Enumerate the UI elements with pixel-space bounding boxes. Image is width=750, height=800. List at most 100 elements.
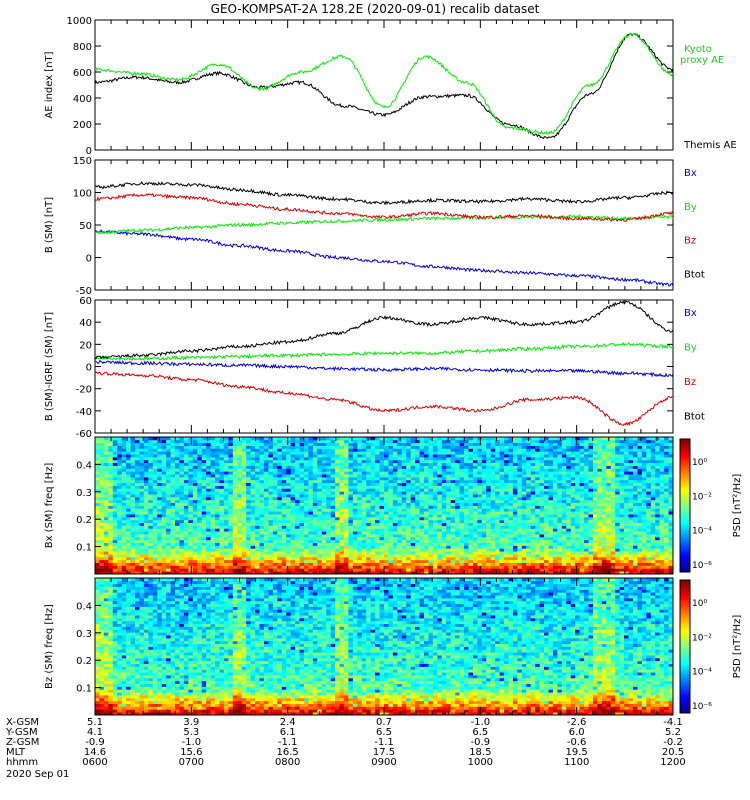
bx_spec-cell <box>210 485 216 489</box>
bx_spec-cell <box>183 456 189 461</box>
bx_spec-cell <box>250 505 256 509</box>
bx_spec-cell <box>241 542 247 546</box>
bx_spec-cell <box>397 445 403 449</box>
bx_spec-cell <box>130 531 136 535</box>
bx_spec-cell <box>281 562 287 566</box>
bx_spec-cell <box>228 451 234 455</box>
bx_spec-cell <box>481 488 487 492</box>
bx_spec-cell <box>361 505 367 509</box>
bx_spec-cell <box>143 445 149 449</box>
bx_spec-cell <box>406 571 412 575</box>
bx_spec-cell <box>286 565 292 569</box>
bx_spec-cell <box>415 462 420 466</box>
bx_spec-cell <box>477 528 483 532</box>
bx_spec-cell <box>384 491 389 495</box>
bx_spec-cell <box>424 551 429 555</box>
bx_spec-cell <box>455 548 460 552</box>
bx_spec-cell <box>232 465 238 469</box>
bx_spec-cell <box>441 559 447 563</box>
bx_spec-cell <box>468 514 474 518</box>
bx_spec-cell <box>352 496 358 501</box>
bx_spec-cell <box>486 456 492 461</box>
bx_spec-cell <box>112 476 118 481</box>
bx_spec-cell <box>152 491 158 495</box>
bx_spec-cell <box>95 442 100 446</box>
bx_spec-cell <box>121 468 127 472</box>
bx_spec-cell <box>455 482 460 486</box>
bx_spec-cell <box>415 482 420 486</box>
bx_spec-cell <box>317 545 323 549</box>
bx_spec-cell <box>321 437 327 441</box>
bx_spec-cell <box>432 568 438 572</box>
bx_spec-cell <box>486 551 492 555</box>
bx_spec-cell <box>330 502 336 506</box>
bx_spec-cell <box>268 456 274 461</box>
bx_spec-cell <box>441 522 447 526</box>
bx_spec-cell <box>472 559 478 563</box>
bx_spec-cell <box>179 568 185 572</box>
bx_spec-cell <box>517 474 523 478</box>
bx_spec-cell <box>192 542 198 546</box>
bx_spec-cell <box>343 519 349 524</box>
bx_spec-cell <box>481 459 487 464</box>
bx_spec-cell <box>335 468 340 472</box>
bx_spec-cell <box>490 554 496 558</box>
bx_spec-cell <box>161 459 167 464</box>
bx_spec-cell <box>468 522 474 526</box>
bx_spec-cell <box>139 437 145 441</box>
bx_spec-cell <box>392 488 398 492</box>
bx_spec-cell <box>437 494 443 498</box>
bx_spec-cell <box>312 448 318 452</box>
bx_spec-cell <box>241 554 247 558</box>
bx_spec-cell <box>157 522 163 526</box>
bx_spec-cell <box>326 459 332 464</box>
bx_spec-cell <box>103 451 109 455</box>
bx_spec-cell <box>441 536 447 541</box>
bx_spec-cell <box>517 482 523 486</box>
bx_spec-cell <box>241 479 247 484</box>
bx_spec-cell <box>303 485 309 489</box>
bx_spec-cell <box>428 562 434 566</box>
bx_spec-cell <box>526 545 532 549</box>
bx_spec-cell <box>499 502 505 506</box>
bx_spec-cell <box>428 468 434 472</box>
bx_spec-cell <box>121 565 127 569</box>
bx_spec-cell <box>486 439 492 444</box>
bx_spec-cell <box>490 448 496 452</box>
bx_spec-cell <box>357 476 363 481</box>
bx_spec-cell <box>384 516 389 521</box>
bx_spec-cell <box>255 562 260 566</box>
bx_spec-cell <box>504 516 509 521</box>
bx_spec-cell <box>317 471 323 475</box>
bx_spec-cell <box>223 559 229 563</box>
bx_spec-cell <box>521 514 527 518</box>
bx_spec-cell <box>504 437 509 441</box>
bx_spec-cell <box>250 465 256 469</box>
bx_spec-cell <box>361 474 367 478</box>
bx_spec-cell <box>201 545 207 549</box>
bx_spec-cell <box>424 514 429 518</box>
bx_spec-cell <box>152 445 158 449</box>
bx_spec-cell <box>468 539 474 543</box>
bx_spec-cell <box>410 474 416 478</box>
bx_spec-cell <box>277 554 283 558</box>
bx_spec-cell <box>250 551 256 555</box>
bx_spec-cell <box>223 459 229 464</box>
bx_spec-cell <box>143 545 149 549</box>
bx_spec-cell <box>241 565 247 569</box>
bx_spec-cell <box>450 456 456 461</box>
bx_spec-cell <box>223 522 229 526</box>
bx_spec-cell <box>135 494 140 498</box>
bx_spec-cell <box>388 522 394 526</box>
bx_spec-cell <box>183 448 189 452</box>
bx_spec-cell <box>139 451 145 455</box>
bx_spec-cell <box>126 516 131 521</box>
bx_spec-cell <box>410 534 416 538</box>
bx_spec-cell <box>432 531 438 535</box>
bx_spec-cell <box>219 545 225 549</box>
bx_spec-cell <box>490 437 496 441</box>
bx_spec-cell <box>397 451 403 455</box>
bx_spec-cell <box>112 482 118 486</box>
bx_spec-cell <box>175 448 180 452</box>
bx_spec-cell <box>157 536 163 541</box>
